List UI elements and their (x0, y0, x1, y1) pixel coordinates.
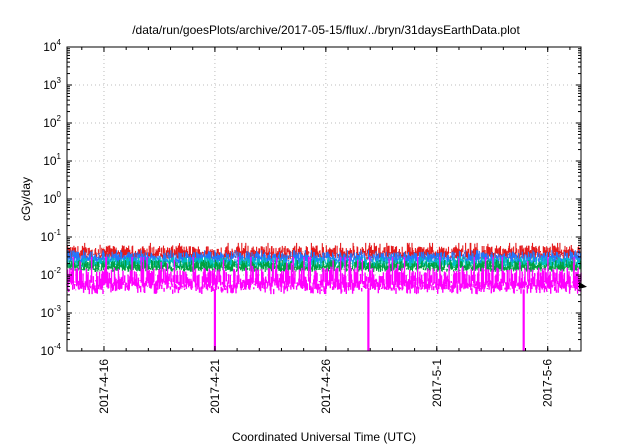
y-tick-label: 103 (43, 76, 61, 92)
x-axis-label: Coordinated Universal Time (UTC) (232, 430, 416, 444)
y-axis: 10-4 10-3 10-2 10-1 100 101 102 103 104 (41, 38, 581, 358)
y-tick-label: 102 (43, 114, 61, 130)
y-tick-label: 100 (43, 190, 61, 206)
y-tick-label: 10-3 (41, 304, 62, 320)
y-axis-label: cGy/day (19, 177, 33, 221)
y-tick-label: 10-4 (41, 342, 62, 358)
x-tick-label: 2017-4-21 (208, 359, 222, 414)
y-tick-label: 10-2 (41, 266, 62, 282)
chart-title: /data/run/goesPlots/archive/2017-05-15/f… (132, 23, 520, 37)
x-tick-label: 2017-5-6 (541, 359, 555, 407)
series-layer (66, 242, 587, 351)
y-tick-label: 10-1 (41, 228, 62, 244)
y-tick-label: 104 (43, 38, 61, 54)
grid (67, 47, 581, 351)
y-tick-label: 101 (43, 152, 61, 168)
x-tick-label: 2017-4-26 (319, 359, 333, 414)
end-marker (579, 281, 587, 289)
x-axis: 2017-4-16 2017-4-21 2017-4-26 2017-5-1 2017-… (81, 47, 571, 414)
x-tick-label: 2017-5-1 (430, 359, 444, 407)
x-tick-label: 2017-4-16 (97, 359, 111, 414)
